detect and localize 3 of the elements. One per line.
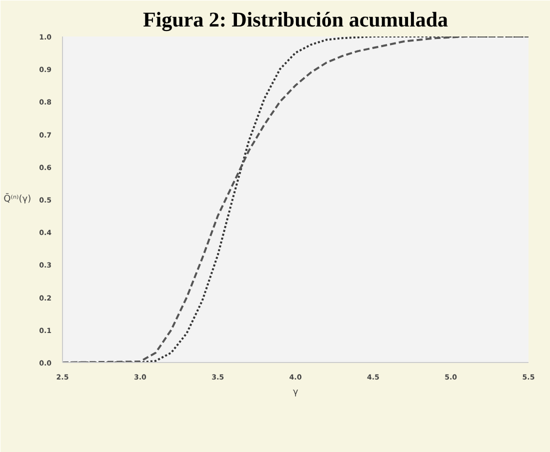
- chart-title: Figura 2: Distribución acumulada: [142, 8, 449, 32]
- x-axis-title: γ: [292, 388, 299, 398]
- y-axis-title: Q̄⁽ⁿ⁾(γ): [4, 192, 32, 204]
